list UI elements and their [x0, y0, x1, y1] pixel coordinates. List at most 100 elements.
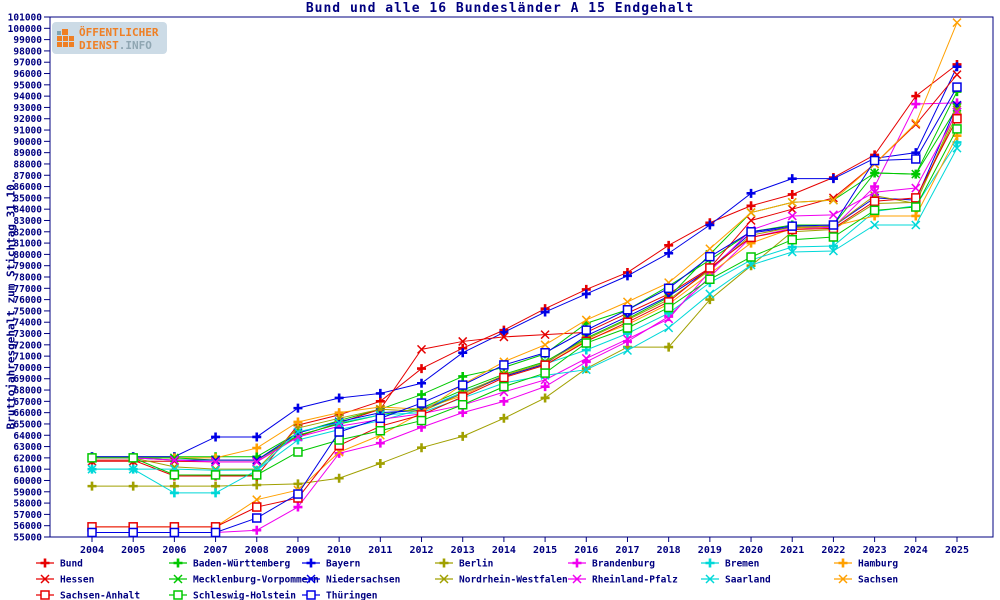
x-tick-label: 2017 — [615, 545, 639, 556]
square-marker-icon — [952, 124, 962, 134]
plus-marker-icon — [293, 417, 303, 427]
logo-squares-icon — [57, 29, 74, 47]
y-tick-label: 59000 — [13, 487, 42, 498]
series-line — [92, 74, 958, 463]
cross-marker-icon — [211, 457, 221, 467]
cross-marker-icon — [705, 574, 715, 584]
series-line — [92, 114, 958, 487]
cross-marker-icon — [664, 323, 674, 333]
plus-marker-icon — [664, 342, 674, 352]
square-marker-icon — [540, 368, 550, 378]
cross-marker-icon — [334, 418, 344, 428]
series-nordrhein-westfalen — [87, 105, 962, 474]
cross-marker-icon — [622, 345, 633, 356]
cross-marker-icon — [622, 334, 633, 344]
plus-marker-icon — [787, 189, 797, 199]
series-th-ringen — [87, 82, 962, 538]
plus-marker-icon — [705, 558, 715, 568]
cross-marker-icon — [746, 260, 756, 270]
y-tick-label: 70000 — [13, 363, 42, 374]
legend-item-schleswig-holstein: Schleswig-Holstein — [169, 590, 296, 600]
series-line — [92, 104, 958, 461]
legend-item-berlin: Berlin — [435, 558, 493, 570]
legend-label: Niedersachsen — [326, 575, 400, 586]
x-tick-label: 2023 — [863, 545, 887, 556]
cross-marker-icon — [211, 455, 221, 465]
square-marker-icon — [911, 202, 921, 212]
x-tick-label: 2024 — [904, 545, 928, 556]
legend-label: Hamburg — [858, 559, 898, 570]
cross-marker-icon — [458, 336, 468, 346]
cross-marker-icon — [252, 457, 262, 467]
x-tick-label: 2010 — [327, 545, 351, 556]
plus-marker-icon — [128, 481, 138, 491]
cross-marker-icon — [787, 247, 797, 257]
cross-marker-icon — [870, 168, 880, 178]
plus-marker-icon — [211, 488, 221, 498]
legend-item-mecklenburg-vorpommern: Mecklenburg-Vorpommern — [169, 574, 319, 586]
plus-marker-icon — [293, 502, 303, 512]
legend-label: Bayern — [326, 559, 360, 570]
plus-marker-icon — [787, 174, 797, 184]
page-title: Bund und alle 16 Bundesländer A 15 Endge… — [305, 1, 695, 16]
series-bremen — [87, 137, 962, 498]
square-marker-icon — [416, 415, 427, 426]
legend-item-brandenburg: Brandenburg — [568, 558, 655, 570]
square-marker-icon — [869, 196, 880, 207]
x-tick-label: 2013 — [451, 545, 475, 556]
legend-label: Nordrhein-Westfalen — [459, 575, 568, 586]
square-marker-icon — [293, 447, 303, 457]
cross-marker-icon — [911, 183, 921, 193]
legend-item-rheinland-pfalz: Rheinland-Pfalz — [568, 574, 678, 586]
cross-marker-icon — [746, 215, 756, 226]
series-hamburg — [87, 131, 962, 463]
plus-marker-icon — [458, 408, 468, 418]
logo-line2: DIENST.INFO — [79, 39, 152, 52]
square-marker-icon — [87, 527, 97, 538]
legend-label: Thüringen — [326, 591, 377, 600]
legend-label: Mecklenburg-Vorpommern — [193, 575, 319, 586]
plus-marker-icon — [911, 99, 921, 109]
series-line — [92, 135, 958, 459]
y-tick-label: 82000 — [13, 227, 42, 238]
y-tick-label: 72000 — [13, 340, 42, 351]
plus-marker-icon — [173, 558, 183, 568]
square-marker-icon — [173, 590, 183, 600]
plus-marker-icon — [581, 289, 591, 299]
square-marker-icon — [210, 470, 221, 480]
cross-marker-icon — [416, 344, 427, 354]
y-tick-label: 68000 — [13, 386, 42, 397]
y-tick-label: 61000 — [13, 465, 42, 476]
plus-marker-icon — [952, 62, 962, 72]
y-tick-label: 96000 — [13, 69, 42, 80]
series-line — [92, 109, 958, 470]
square-marker-icon — [869, 155, 880, 166]
y-tick-label: 98000 — [13, 46, 42, 57]
square-marker-icon — [952, 113, 962, 124]
x-tick-label: 2007 — [204, 545, 228, 556]
y-tick-label: 64000 — [13, 431, 42, 442]
plus-marker-icon — [911, 211, 921, 221]
cross-marker-icon — [952, 18, 962, 28]
square-marker-icon — [911, 154, 921, 164]
square-marker-icon — [252, 513, 262, 523]
square-marker-icon — [375, 425, 386, 436]
plus-marker-icon — [417, 364, 427, 374]
series-niedersachsen — [87, 100, 962, 465]
square-marker-icon — [87, 453, 97, 463]
square-marker-icon — [828, 232, 839, 242]
legend-item-nordrhein-westfalen: Nordrhein-Westfalen — [435, 574, 568, 586]
cross-marker-icon — [581, 315, 591, 325]
legend-label: Hessen — [60, 575, 94, 586]
plus-marker-icon — [334, 448, 344, 458]
y-tick-label: 74000 — [13, 318, 42, 329]
legend-label: Bund — [60, 559, 83, 570]
legend-item-bayern: Bayern — [302, 558, 360, 570]
y-tick-label: 55000 — [13, 533, 42, 544]
series-line — [92, 111, 958, 463]
cross-marker-icon — [87, 464, 97, 474]
legend-item-sachsen: Sachsen — [834, 574, 898, 586]
plus-marker-icon — [306, 558, 316, 568]
square-marker-icon — [952, 82, 962, 92]
